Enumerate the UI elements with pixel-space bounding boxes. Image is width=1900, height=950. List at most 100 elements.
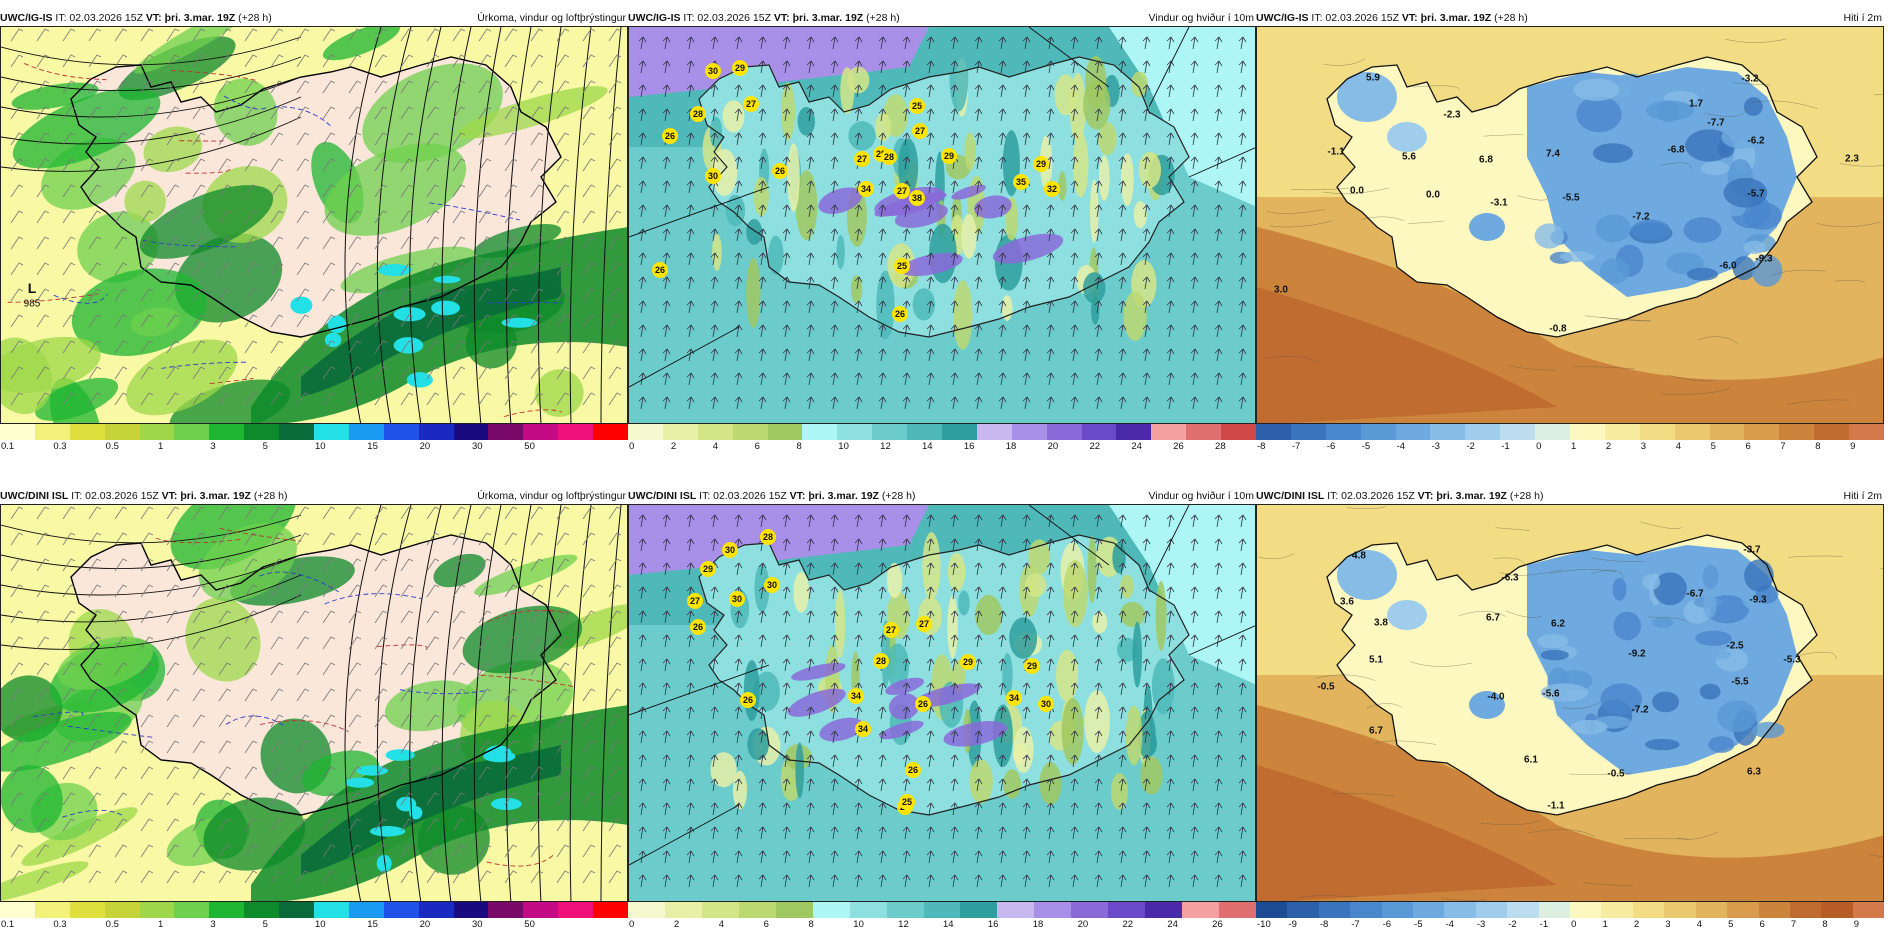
- colorbar-swatch: [1709, 424, 1745, 440]
- colorbar-swatch: [244, 902, 280, 918]
- gust-label: 30: [705, 63, 721, 79]
- temperature-label: -6.0: [1719, 260, 1737, 272]
- colorbar-tick: -8: [1257, 441, 1266, 452]
- gust-label: 29: [1033, 156, 1049, 172]
- colorbar-swatch: [1727, 902, 1759, 918]
- colorbar-tick: 26: [1212, 919, 1223, 930]
- colorbar-swatch: [1256, 902, 1288, 918]
- colorbar-swatch: [1849, 424, 1885, 440]
- panel-header: UWC/IG-IS IT: 02.03.2026 15Z VT: þri. 3.…: [1256, 10, 1884, 26]
- colorbar-tick: 16: [987, 919, 999, 930]
- map-image: [628, 504, 1256, 902]
- colorbar-tick: 30: [471, 441, 483, 452]
- colorbar-swatch: [1507, 902, 1539, 918]
- temperature-label: -3.1: [1490, 197, 1508, 209]
- colorbar-tick: 30: [471, 919, 483, 930]
- colorbar-swatch: [1632, 902, 1665, 918]
- colorbar-tick: 50: [524, 441, 535, 452]
- colorbar-tick: 3: [1665, 919, 1671, 930]
- colorbar-swatch: [1538, 902, 1571, 918]
- colorbar-tick: 8: [808, 919, 814, 930]
- colorbar-swatch: [69, 424, 105, 440]
- colorbar-tick: 4: [718, 919, 725, 930]
- gust-label: 35: [1013, 174, 1029, 190]
- colorbar-swatch: [1500, 424, 1536, 440]
- colorbar-swatch: [907, 424, 943, 440]
- temperature-label: -5.3: [1783, 654, 1801, 666]
- temperature-label: 6.2: [1551, 618, 1565, 630]
- temperature-label: -6.8: [1667, 144, 1685, 156]
- gust-label: 27: [894, 183, 910, 199]
- gust-label: 28: [690, 106, 706, 122]
- colorbar-tick: 6: [1759, 919, 1765, 930]
- colorbar-tick: 0.3: [53, 441, 67, 452]
- gust-label: 32: [1044, 181, 1060, 197]
- colorbar-swatch: [1695, 902, 1728, 918]
- colorbar-swatch: [1318, 902, 1351, 918]
- colorbar-swatch: [976, 424, 1012, 440]
- colorbar-tick: 9: [1850, 441, 1856, 452]
- colorbar-tick: -6: [1382, 919, 1392, 930]
- colorbar: [0, 424, 629, 440]
- gust-label: 29: [941, 148, 957, 164]
- colorbar-tick: 6: [754, 441, 760, 452]
- temperature-label: -9.2: [1628, 648, 1646, 660]
- colorbar-swatch: [558, 424, 594, 440]
- colorbar-swatch: [1779, 424, 1815, 440]
- colorbar-tick: 10: [314, 919, 326, 930]
- temperature-label: -0.5: [1317, 681, 1335, 693]
- model-name: UWC/IG-IS: [628, 12, 681, 24]
- lead-time: (+28 h): [1494, 12, 1528, 24]
- panel-title: Vindur og hviður í 10m: [1148, 490, 1254, 502]
- gust-label: 26: [652, 262, 668, 278]
- temperature-label: 0.0: [1426, 189, 1440, 201]
- colorbar-swatch: [628, 424, 663, 440]
- lead-time: (+28 h): [881, 490, 916, 502]
- map-image: [1256, 26, 1884, 424]
- colorbar-tick: [576, 918, 628, 932]
- temperature-label: 6.7: [1486, 612, 1500, 624]
- gust-label: 34: [855, 721, 871, 737]
- colorbar-swatch: [523, 902, 559, 918]
- colorbar-tick: 6: [1745, 441, 1751, 452]
- panel-header: UWC/DINI ISL IT: 02.03.2026 15Z VT: þri.…: [1256, 488, 1884, 504]
- colorbar-swatch: [1071, 902, 1109, 918]
- colorbar-swatch: [1182, 902, 1219, 918]
- temperature-label: -6.2: [1747, 135, 1765, 147]
- valid-time: VT: þri. 3.mar. 19Z: [161, 490, 251, 502]
- colorbar-swatch: [732, 424, 768, 440]
- gust-label: 34: [1006, 690, 1022, 706]
- panel-header: UWC/DINI ISL IT: 02.03.2026 15Z VT: þri.…: [628, 488, 1256, 504]
- colorbar-swatch: [628, 902, 665, 918]
- map-image: [0, 26, 628, 424]
- colorbar-tick: -4: [1396, 441, 1406, 452]
- temperature-label: 6.1: [1524, 754, 1538, 766]
- temperature-label: 7.4: [1546, 148, 1560, 160]
- colorbar-tick: 3: [1640, 441, 1647, 452]
- colorbar-tick: 1: [157, 441, 164, 452]
- colorbar-swatch: [1413, 902, 1445, 918]
- temperature-label: -7.7: [1707, 117, 1725, 129]
- colorbar-tick: 4: [1696, 919, 1702, 930]
- colorbar-swatch: [1744, 424, 1780, 440]
- colorbar-swatch: [1350, 902, 1382, 918]
- colorbar-swatch: [418, 424, 454, 440]
- colorbar-tick: 10: [853, 919, 864, 930]
- colorbar-tick: -7: [1351, 919, 1360, 930]
- colorbar-tick: 5: [1710, 441, 1716, 452]
- gust-label: 34: [858, 181, 874, 197]
- panel-title: Hiti í 2m: [1843, 12, 1882, 24]
- colorbar-swatch: [1290, 424, 1326, 440]
- colorbar-tick: -10: [1257, 919, 1271, 930]
- temperature-label: -4.0: [1487, 691, 1505, 703]
- colorbar-tick: 0.1: [1, 441, 15, 452]
- colorbar-swatch: [923, 902, 961, 918]
- colorbar-swatch: [1145, 902, 1183, 918]
- colorbar-tick: -5: [1414, 919, 1423, 930]
- colorbar-swatch: [0, 902, 35, 918]
- colorbar-ticks: 0.1 0.3 0.5 1 3 5 10 15 20 30 50: [0, 440, 628, 454]
- colorbar-swatch: [1852, 902, 1885, 918]
- colorbar-tick: 0.5: [105, 441, 119, 452]
- colorbar-swatch: [209, 902, 245, 918]
- gust-label: 26: [892, 306, 908, 322]
